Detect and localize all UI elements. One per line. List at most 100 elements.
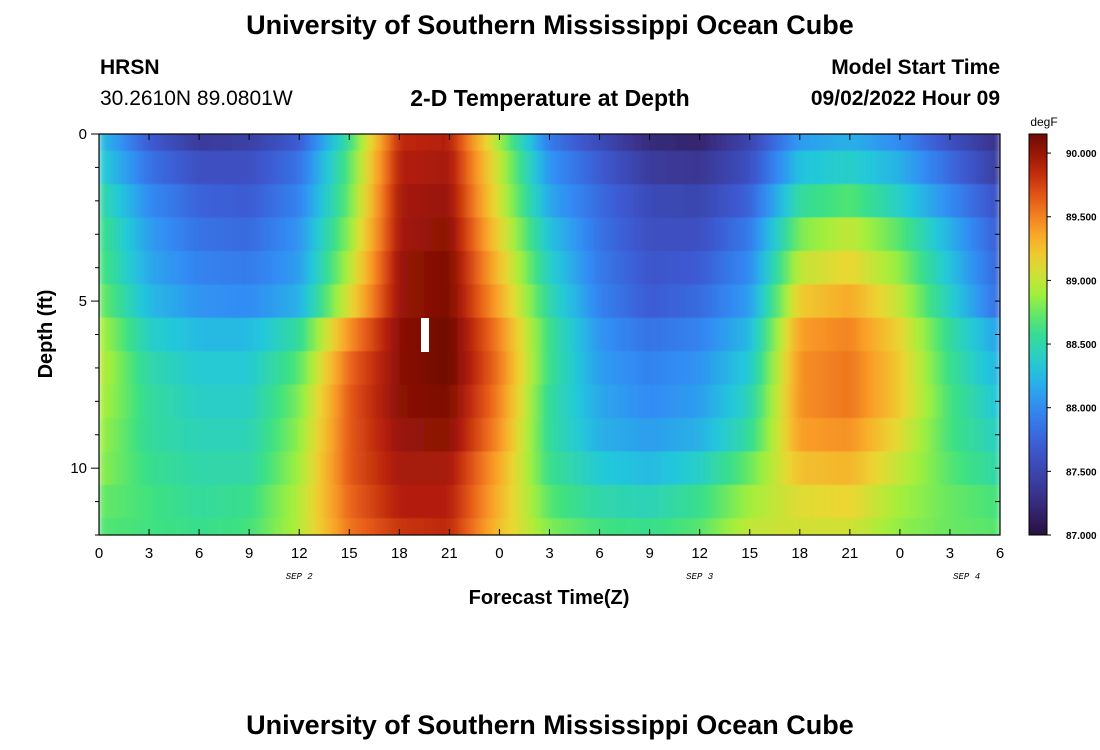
heatmap-cell xyxy=(983,317,993,352)
heatmap-cell xyxy=(532,384,542,419)
heatmap-cell xyxy=(190,384,200,419)
heatmap-cell xyxy=(215,484,225,519)
heatmap-cell xyxy=(549,134,559,152)
heatmap-cell xyxy=(232,184,242,219)
heatmap-cell xyxy=(666,134,676,152)
heatmap-cell xyxy=(257,351,267,386)
heatmap-cell xyxy=(616,518,626,535)
heatmap-cell xyxy=(749,384,759,419)
heatmap-cell xyxy=(466,134,476,152)
heatmap-cell xyxy=(382,184,392,219)
heatmap-cell xyxy=(866,184,876,219)
heatmap-cell xyxy=(808,384,818,419)
heatmap-cell xyxy=(149,518,158,535)
heatmap-cell xyxy=(399,484,409,519)
heatmap-cell xyxy=(240,217,250,252)
heatmap-cell xyxy=(708,184,717,219)
heatmap-cell xyxy=(774,317,784,352)
heatmap-cell xyxy=(265,250,275,285)
heatmap-cell xyxy=(849,484,859,519)
heatmap-cell xyxy=(182,150,192,185)
heatmap-cell xyxy=(666,451,676,486)
heatmap-cell xyxy=(899,351,909,386)
heatmap-cell xyxy=(399,250,409,285)
heatmap-cell xyxy=(758,351,767,386)
heatmap-cell xyxy=(666,418,676,453)
heatmap-cell xyxy=(541,351,551,386)
heatmap-cell xyxy=(899,134,909,152)
colorbar-tick-label: 90.000 xyxy=(1066,149,1097,160)
heatmap-cell xyxy=(582,518,592,535)
heatmap-cell xyxy=(858,384,868,419)
y-axis-label: Depth (ft) xyxy=(35,290,57,379)
heatmap-cell xyxy=(449,184,459,219)
heatmap-cell xyxy=(741,351,751,386)
heatmap-cell xyxy=(741,317,751,352)
heatmap-cell xyxy=(566,418,576,453)
heatmap-cell xyxy=(274,518,284,535)
heatmap-cell xyxy=(274,134,284,152)
heatmap-cell xyxy=(974,418,984,453)
heatmap-cell xyxy=(958,317,968,352)
heatmap-cell xyxy=(491,217,501,252)
heatmap-cell xyxy=(616,351,626,386)
heatmap-cell xyxy=(232,284,242,319)
heatmap-cell xyxy=(749,317,759,352)
heatmap-cell xyxy=(783,250,793,285)
heatmap-cell xyxy=(766,484,776,519)
heatmap-cell xyxy=(157,518,167,535)
heatmap-cell xyxy=(624,384,634,419)
heatmap-cell xyxy=(557,217,567,252)
heatmap-cell xyxy=(457,484,467,519)
heatmap-cell xyxy=(232,351,242,386)
heatmap-cell xyxy=(607,150,617,185)
heatmap-cell xyxy=(274,451,284,486)
heatmap-cell xyxy=(157,284,167,319)
heatmap-cell xyxy=(758,250,767,285)
heatmap-cell xyxy=(607,418,617,453)
heatmap-cell xyxy=(474,150,484,185)
heatmap-cell xyxy=(858,250,868,285)
heatmap-cell xyxy=(290,217,300,252)
heatmap-cell xyxy=(941,418,951,453)
heatmap-cell xyxy=(849,518,859,535)
heatmap-cell xyxy=(849,250,859,285)
heatmap-cell xyxy=(365,317,375,352)
heatmap-cell xyxy=(899,284,909,319)
heatmap-cell xyxy=(591,250,601,285)
heatmap-cell xyxy=(799,250,809,285)
heatmap-cell xyxy=(99,150,108,185)
heatmap-cell xyxy=(382,351,392,386)
heatmap-cell xyxy=(457,250,467,285)
heatmap-cell xyxy=(883,250,893,285)
heatmap-cell xyxy=(482,184,492,219)
heatmap-cell xyxy=(249,184,259,219)
heatmap-cell xyxy=(265,134,275,152)
heatmap-cell xyxy=(541,184,551,219)
heatmap-cell xyxy=(691,134,701,152)
heatmap-cell xyxy=(524,384,534,419)
heatmap-cell xyxy=(641,284,651,319)
heatmap-cell xyxy=(741,384,751,419)
heatmap-cell xyxy=(816,451,826,486)
heatmap-cell xyxy=(733,150,742,185)
heatmap-cell xyxy=(107,418,117,453)
heatmap-cell xyxy=(624,351,634,386)
heatmap-cell xyxy=(783,150,793,185)
heatmap-cell xyxy=(224,518,234,535)
heatmap-cell xyxy=(374,250,384,285)
heatmap-cell xyxy=(307,484,317,519)
heatmap-cell xyxy=(140,184,150,219)
heatmap-cell xyxy=(357,250,367,285)
heatmap-cell xyxy=(808,484,818,519)
heatmap-cell xyxy=(332,134,342,152)
heatmap-cell xyxy=(374,217,384,252)
heatmap-cell xyxy=(891,150,901,185)
heatmap-cell xyxy=(99,317,108,352)
heatmap-cell xyxy=(140,150,150,185)
heatmap-cell xyxy=(466,518,476,535)
heatmap-cell xyxy=(566,484,576,519)
heatmap-cell xyxy=(858,134,868,152)
heatmap-cell xyxy=(290,518,300,535)
heatmap-cell xyxy=(541,317,551,352)
